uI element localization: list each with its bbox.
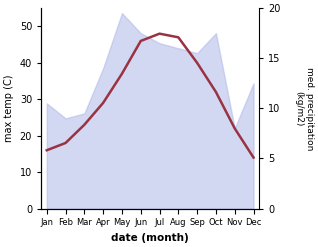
X-axis label: date (month): date (month)	[111, 233, 189, 243]
Y-axis label: med. precipitation
(kg/m2): med. precipitation (kg/m2)	[294, 67, 314, 150]
Y-axis label: max temp (C): max temp (C)	[4, 75, 14, 142]
